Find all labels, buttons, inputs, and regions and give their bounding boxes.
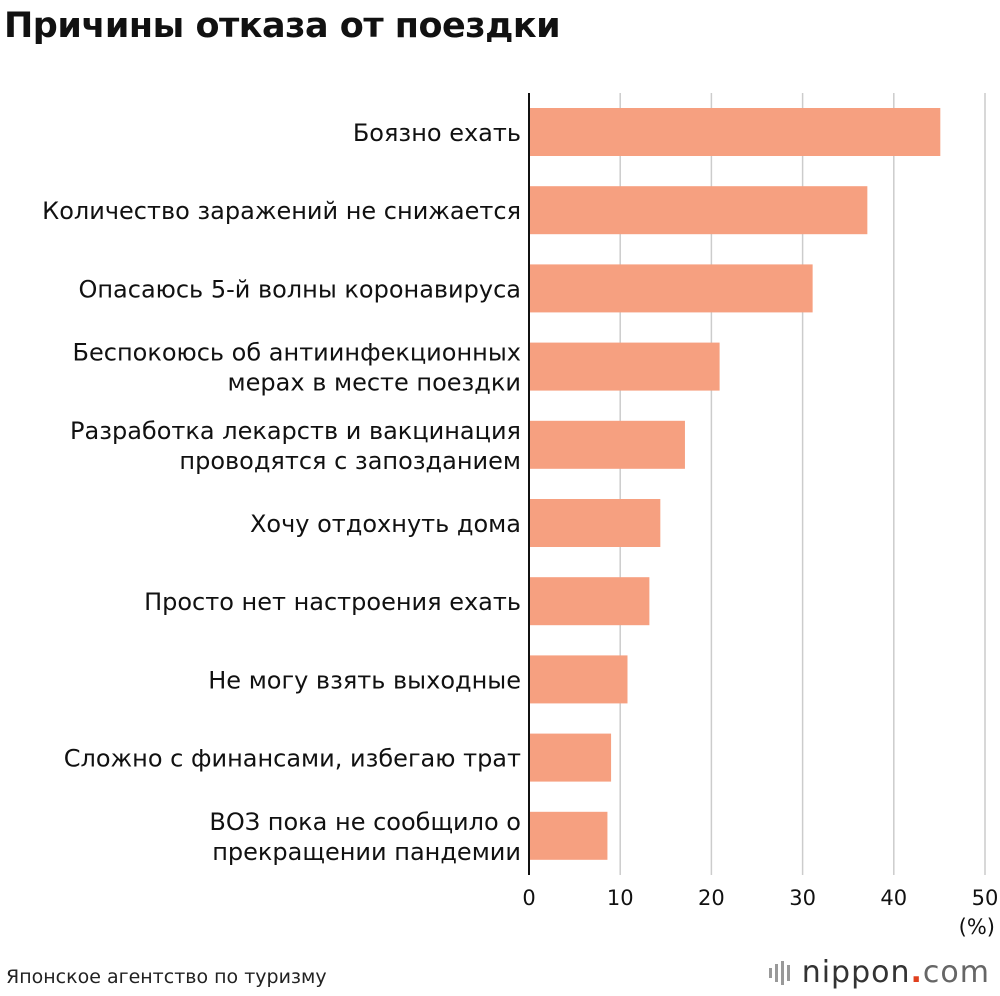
- category-label: Не могу взять выходные: [208, 666, 521, 694]
- category-label: Опасаюсь 5-й волны коронавируса: [78, 275, 521, 303]
- logo-suffix: com: [922, 955, 990, 990]
- nippon-logo: nippon. com: [768, 955, 990, 990]
- x-tick-label: 50: [972, 886, 999, 910]
- bar: [529, 733, 612, 782]
- x-tick-label: 0: [522, 886, 535, 910]
- category-label: Беспокоюсь об антиинфекционных: [73, 339, 521, 367]
- logo-dot: .: [910, 955, 923, 990]
- category-label: Хочу отдохнуть дома: [250, 510, 521, 538]
- x-tick-label: 30: [789, 886, 816, 910]
- bar: [529, 811, 608, 860]
- bar: [529, 264, 813, 313]
- bar: [529, 655, 628, 704]
- logo-name: nippon: [801, 955, 911, 990]
- x-tick-label: 40: [880, 886, 907, 910]
- category-label: Боязно ехать: [353, 119, 521, 147]
- bar: [529, 342, 720, 391]
- chart-title: Причины отказа от поездки: [4, 6, 561, 46]
- source-caption: Японское агентство по туризму: [6, 966, 327, 988]
- bar: [529, 577, 650, 626]
- category-label: прекращении пандемии: [212, 838, 521, 866]
- logo-bars-icon: [768, 960, 790, 985]
- category-label: Просто нет настроения ехать: [144, 588, 521, 616]
- x-tick-label: 10: [607, 886, 634, 910]
- x-axis-unit-label: (%): [959, 915, 995, 939]
- bar: [529, 420, 685, 469]
- bar: [529, 499, 661, 547]
- category-label: проводятся с запозданием: [179, 447, 521, 475]
- category-label: Сложно с финансами, избегаю трат: [64, 745, 521, 773]
- category-label: ВОЗ пока не сообщило о: [209, 808, 521, 836]
- bar: [529, 186, 868, 235]
- category-label: Количество заражений не снижается: [42, 197, 521, 225]
- bar: [529, 108, 941, 156]
- category-label: мерах в месте поездки: [228, 369, 521, 397]
- x-tick-label: 20: [698, 886, 725, 910]
- category-label: Разработка лекарств и вакцинация: [70, 417, 521, 445]
